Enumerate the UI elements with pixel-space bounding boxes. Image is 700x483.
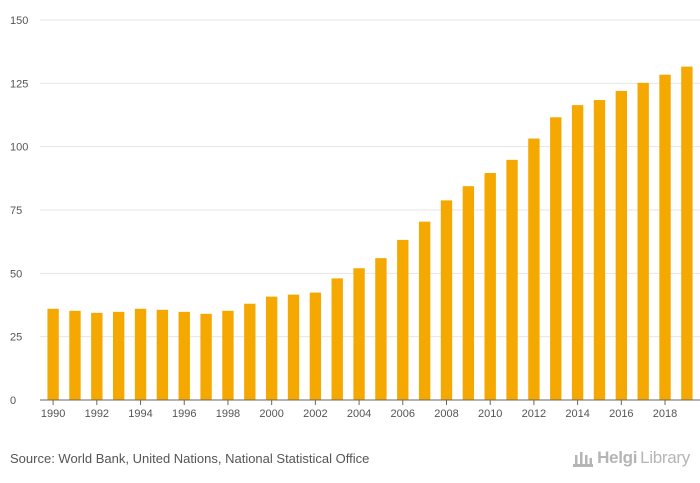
bar-1999 (244, 303, 256, 400)
library-building-icon (573, 452, 594, 467)
source-text: Source: World Bank, United Nations, Nati… (10, 451, 370, 466)
bar-1996 (178, 311, 190, 400)
x-tick-label: 2012 (522, 408, 546, 420)
bars (47, 66, 693, 401)
brand-suffix: Library (640, 448, 690, 467)
bar-2001 (287, 294, 300, 400)
y-tick-label: 50 (10, 268, 22, 280)
x-tick-label: 2002 (303, 408, 327, 420)
bar-1992 (91, 312, 103, 400)
chart-footer: Source: World Bank, United Nations, Nati… (0, 440, 700, 483)
bar-2016 (615, 90, 628, 400)
x-tick-label: 2004 (347, 408, 371, 420)
bar-1991 (69, 310, 81, 400)
bar-2014 (571, 105, 584, 401)
x-tick-label: 2018 (653, 408, 677, 420)
y-tick-label: 25 (10, 332, 22, 344)
y-tick-label: 150 (10, 15, 28, 27)
bar-2006 (397, 239, 409, 400)
bar-1995 (156, 309, 169, 400)
x-axis-tick-labels: 1990 1992 1994 1996 1998 2000 2002 2004 2006 2008… (41, 400, 677, 420)
bar-1993 (112, 311, 125, 400)
bar-2000 (265, 296, 278, 400)
x-tick-label: 2010 (478, 408, 502, 420)
y-axis-tick-labels: 0 25 50 75 100 125 150 (10, 15, 28, 407)
bar-2005 (375, 258, 387, 400)
brand-prefix: Helgi (597, 448, 638, 467)
gridlines (40, 19, 700, 338)
bar-2007 (418, 221, 431, 400)
bar-2013 (550, 117, 562, 400)
y-tick-label: 100 (10, 142, 28, 154)
bar-2008 (440, 200, 453, 400)
bar-2003 (331, 278, 343, 400)
bar-2010 (484, 173, 496, 400)
bar-1990 (47, 308, 59, 400)
x-tick-label: 2008 (434, 408, 458, 420)
y-tick-label: 125 (10, 78, 28, 90)
x-tick-label: 2000 (259, 408, 283, 420)
bar-2018 (659, 74, 671, 400)
x-tick-label: 1996 (172, 408, 196, 420)
bar-1994 (134, 308, 147, 400)
y-tick-label: 75 (10, 205, 22, 217)
x-tick-label: 2006 (391, 408, 415, 420)
bar-2002 (309, 292, 322, 400)
bar-2011 (506, 159, 518, 400)
y-tick-label: 0 (10, 395, 16, 407)
bar-2017 (637, 82, 649, 401)
bar-2012 (528, 138, 540, 400)
x-tick-label: 1994 (128, 408, 152, 420)
x-tick-label: 1998 (216, 408, 240, 420)
bar-2004 (353, 268, 365, 400)
helgi-library-logo: Helgi Library (572, 448, 690, 468)
x-tick-label: 2014 (565, 408, 589, 420)
x-tick-label: 1990 (41, 408, 65, 420)
x-tick-label: 1992 (85, 408, 109, 420)
bar-2019 (681, 66, 693, 400)
bar-chart: 0 25 50 75 100 125 150 1990 1992 1994 1996 1998 200… (10, 15, 700, 420)
bar-1997 (200, 313, 212, 400)
bar-2015 (593, 100, 606, 400)
x-tick-label: 2016 (609, 408, 633, 420)
bar-1998 (222, 310, 234, 400)
bar-2009 (462, 186, 475, 400)
